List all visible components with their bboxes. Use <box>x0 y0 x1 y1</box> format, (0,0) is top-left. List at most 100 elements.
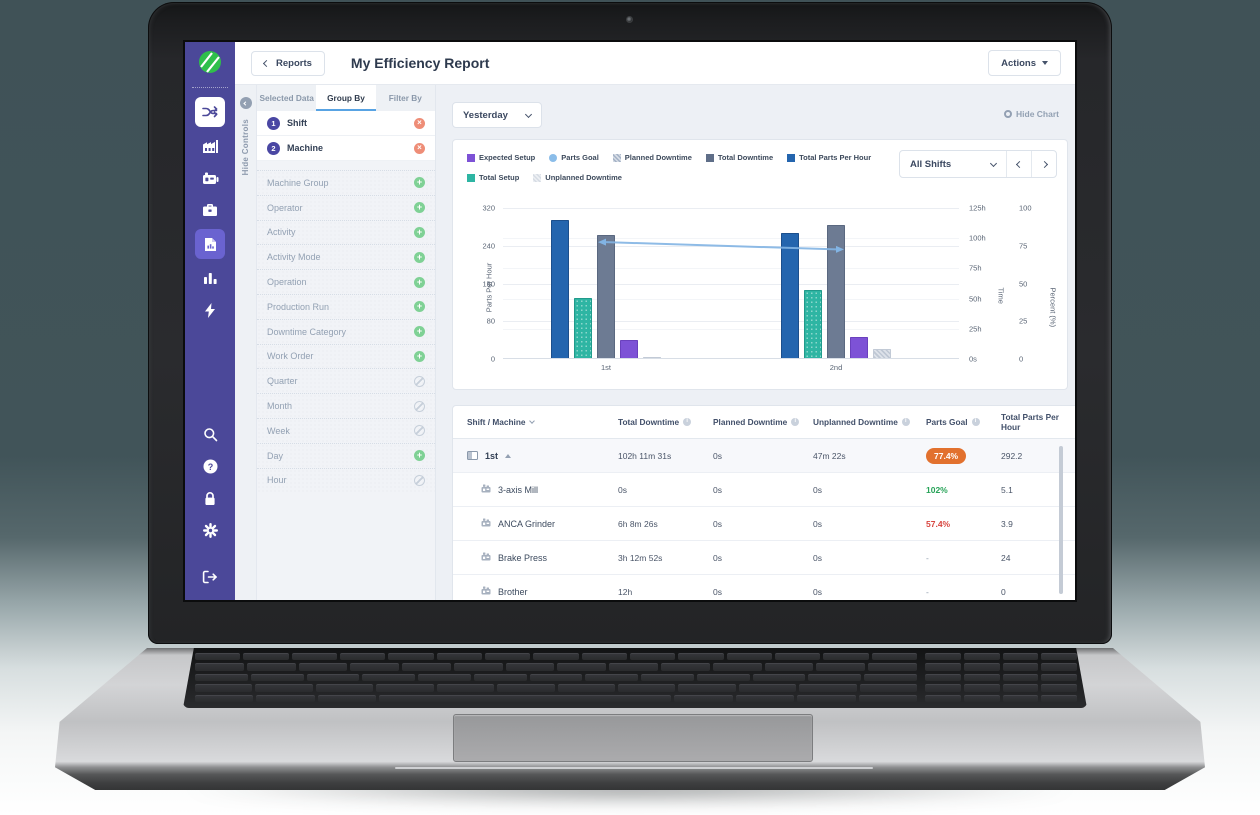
info-icon[interactable]: i <box>791 418 800 426</box>
add-icon[interactable]: + <box>414 350 425 362</box>
next-shift-button[interactable] <box>1031 151 1056 177</box>
hide-chart-link[interactable]: Hide Chart <box>1004 109 1059 119</box>
groupby-available-item[interactable]: Activity + <box>257 219 435 245</box>
axis-tick-label: 75 <box>1019 241 1028 251</box>
groupby-available-item[interactable]: Day + <box>257 442 435 468</box>
groupby-selected-item[interactable]: 1 Shift × <box>257 111 435 136</box>
add-icon[interactable]: + <box>414 276 425 288</box>
layout-icon <box>467 451 478 460</box>
key <box>379 694 672 703</box>
remove-icon[interactable]: × <box>414 117 425 129</box>
lock-icon[interactable] <box>197 485 223 511</box>
add-icon[interactable]: + <box>414 177 425 189</box>
groupby-available-item[interactable]: Work Order + <box>257 343 435 369</box>
table-group-row[interactable]: 1st 102h 11m 31s 0s 47m 22s 77.4% 292.2 <box>453 439 1075 473</box>
legend-item[interactable]: Total Parts Per Hour <box>787 153 871 162</box>
column-header-total-downtime[interactable]: Total Downtime i <box>618 417 713 427</box>
groupby-available-item[interactable]: Operation + <box>257 269 435 294</box>
parts-goal-line <box>598 238 844 253</box>
groupby-selected-item[interactable]: 2 Machine × <box>257 136 435 161</box>
tab-filter-by[interactable]: Filter By <box>388 93 422 103</box>
add-icon[interactable]: + <box>414 326 425 338</box>
date-range-select[interactable]: Yesterday <box>452 102 542 128</box>
groupby-available-item[interactable]: Downtime Category + <box>257 318 435 344</box>
hide-controls-strip[interactable]: Hide Controls <box>235 85 257 600</box>
bar-group <box>781 225 891 358</box>
column-header-total-parts-per-hour[interactable]: Total Parts Per Houri <box>1001 412 1075 432</box>
legend-item[interactable]: Parts Goal <box>549 153 599 162</box>
table-row[interactable]: ANCA Grinder 6h 8m 26s 0s 0s 57.4% 3.9 <box>453 507 1075 541</box>
actions-button[interactable]: Actions <box>988 50 1061 76</box>
bar-chart-icon[interactable] <box>197 265 223 291</box>
table-row[interactable]: Brake Press 3h 12m 52s 0s 0s - 24 <box>453 541 1075 575</box>
info-icon[interactable]: i <box>901 418 910 426</box>
legend-item[interactable]: Total Downtime <box>705 153 773 162</box>
legend-item[interactable]: Planned Downtime <box>612 153 692 162</box>
keyboard-row <box>195 694 918 703</box>
back-to-reports-button[interactable]: Reports <box>251 50 325 76</box>
machine-icon <box>481 552 491 563</box>
toolbox-icon[interactable] <box>197 197 223 223</box>
axis-tick-label: 0s <box>969 354 977 364</box>
add-icon[interactable]: + <box>414 450 425 462</box>
group-label: Hour <box>267 475 287 486</box>
groupby-available-item[interactable]: Activity Mode + <box>257 244 435 270</box>
groupby-available-item: Week <box>257 417 435 443</box>
collapse-icon[interactable] <box>239 97 252 109</box>
report-icon[interactable] <box>195 229 225 259</box>
add-icon[interactable]: + <box>414 251 425 263</box>
app-sidebar: ? <box>185 42 235 600</box>
machine-icon[interactable] <box>197 165 223 191</box>
column-header-unplanned-downtime[interactable]: Unplanned Downtime i <box>813 417 926 427</box>
tab-group-by[interactable]: Group By <box>316 85 376 111</box>
key <box>339 653 386 661</box>
table-scrollbar[interactable] <box>1059 446 1063 594</box>
legend-label: Parts Goal <box>561 153 599 162</box>
chart-plot-area: 320 240 160 80 0 125h 100h 75h 50h 25h 0s 100 75 50 25… <box>482 204 1057 373</box>
key <box>925 663 961 671</box>
table-row[interactable]: Brother 12h 0s 0s - 0 <box>453 575 1075 600</box>
shuffle-icon[interactable] <box>195 97 225 127</box>
table-header-row: Shift / Machine Total Downtime i Planned Do… <box>453 406 1075 439</box>
factory-icon[interactable] <box>197 133 223 159</box>
chevron-left-icon <box>262 59 271 67</box>
key <box>256 694 315 703</box>
add-icon[interactable]: + <box>414 202 425 214</box>
parts-goal-value: - <box>926 552 929 563</box>
cell-value: 0s <box>713 450 722 461</box>
help-icon[interactable]: ? <box>197 453 223 479</box>
parts-goal-value: 77.4% <box>926 447 967 464</box>
legend-item[interactable]: Unplanned Downtime <box>533 173 622 182</box>
column-header-shift-machine[interactable]: Shift / Machine <box>453 417 618 427</box>
remove-icon[interactable]: × <box>414 142 425 154</box>
groupby-available-item[interactable]: Operator + <box>257 194 435 220</box>
key <box>497 684 555 692</box>
column-header-planned-downtime[interactable]: Planned Downtime i <box>713 417 813 427</box>
bar-total-setup <box>574 298 592 358</box>
add-icon[interactable]: + <box>414 301 425 313</box>
chevron-down-icon <box>528 418 535 424</box>
legend-item[interactable]: Expected Setup <box>467 153 535 162</box>
groupby-available-item[interactable]: Machine Group + <box>257 170 435 195</box>
settings-icon[interactable] <box>197 517 223 543</box>
prev-shift-button[interactable] <box>1006 151 1031 177</box>
add-icon[interactable]: + <box>414 226 425 238</box>
column-header-parts-goal[interactable]: Parts Goal i <box>926 417 1001 427</box>
key <box>799 684 857 692</box>
groupby-available-item[interactable]: Production Run + <box>257 293 435 319</box>
tab-selected-data[interactable]: Selected Data <box>259 93 314 103</box>
search-icon[interactable] <box>197 421 223 447</box>
info-icon[interactable]: i <box>971 418 980 426</box>
svg-text:?: ? <box>207 461 213 471</box>
table-row[interactable]: 3-axis Mill 0s 0s 0s 102% 5.1 <box>453 473 1075 507</box>
legend-label: Planned Downtime <box>624 153 692 162</box>
legend-swatch-icon <box>705 153 714 162</box>
caret-up-icon[interactable] <box>505 453 512 458</box>
shift-filter-select[interactable]: All Shifts <box>900 151 1006 177</box>
key <box>557 684 615 692</box>
info-icon[interactable]: i <box>683 418 692 426</box>
logout-icon[interactable] <box>197 564 223 590</box>
lightning-icon[interactable] <box>197 297 223 323</box>
legend-item[interactable]: Total Setup <box>467 173 519 182</box>
machinemetrics-logo-icon[interactable] <box>197 49 223 80</box>
